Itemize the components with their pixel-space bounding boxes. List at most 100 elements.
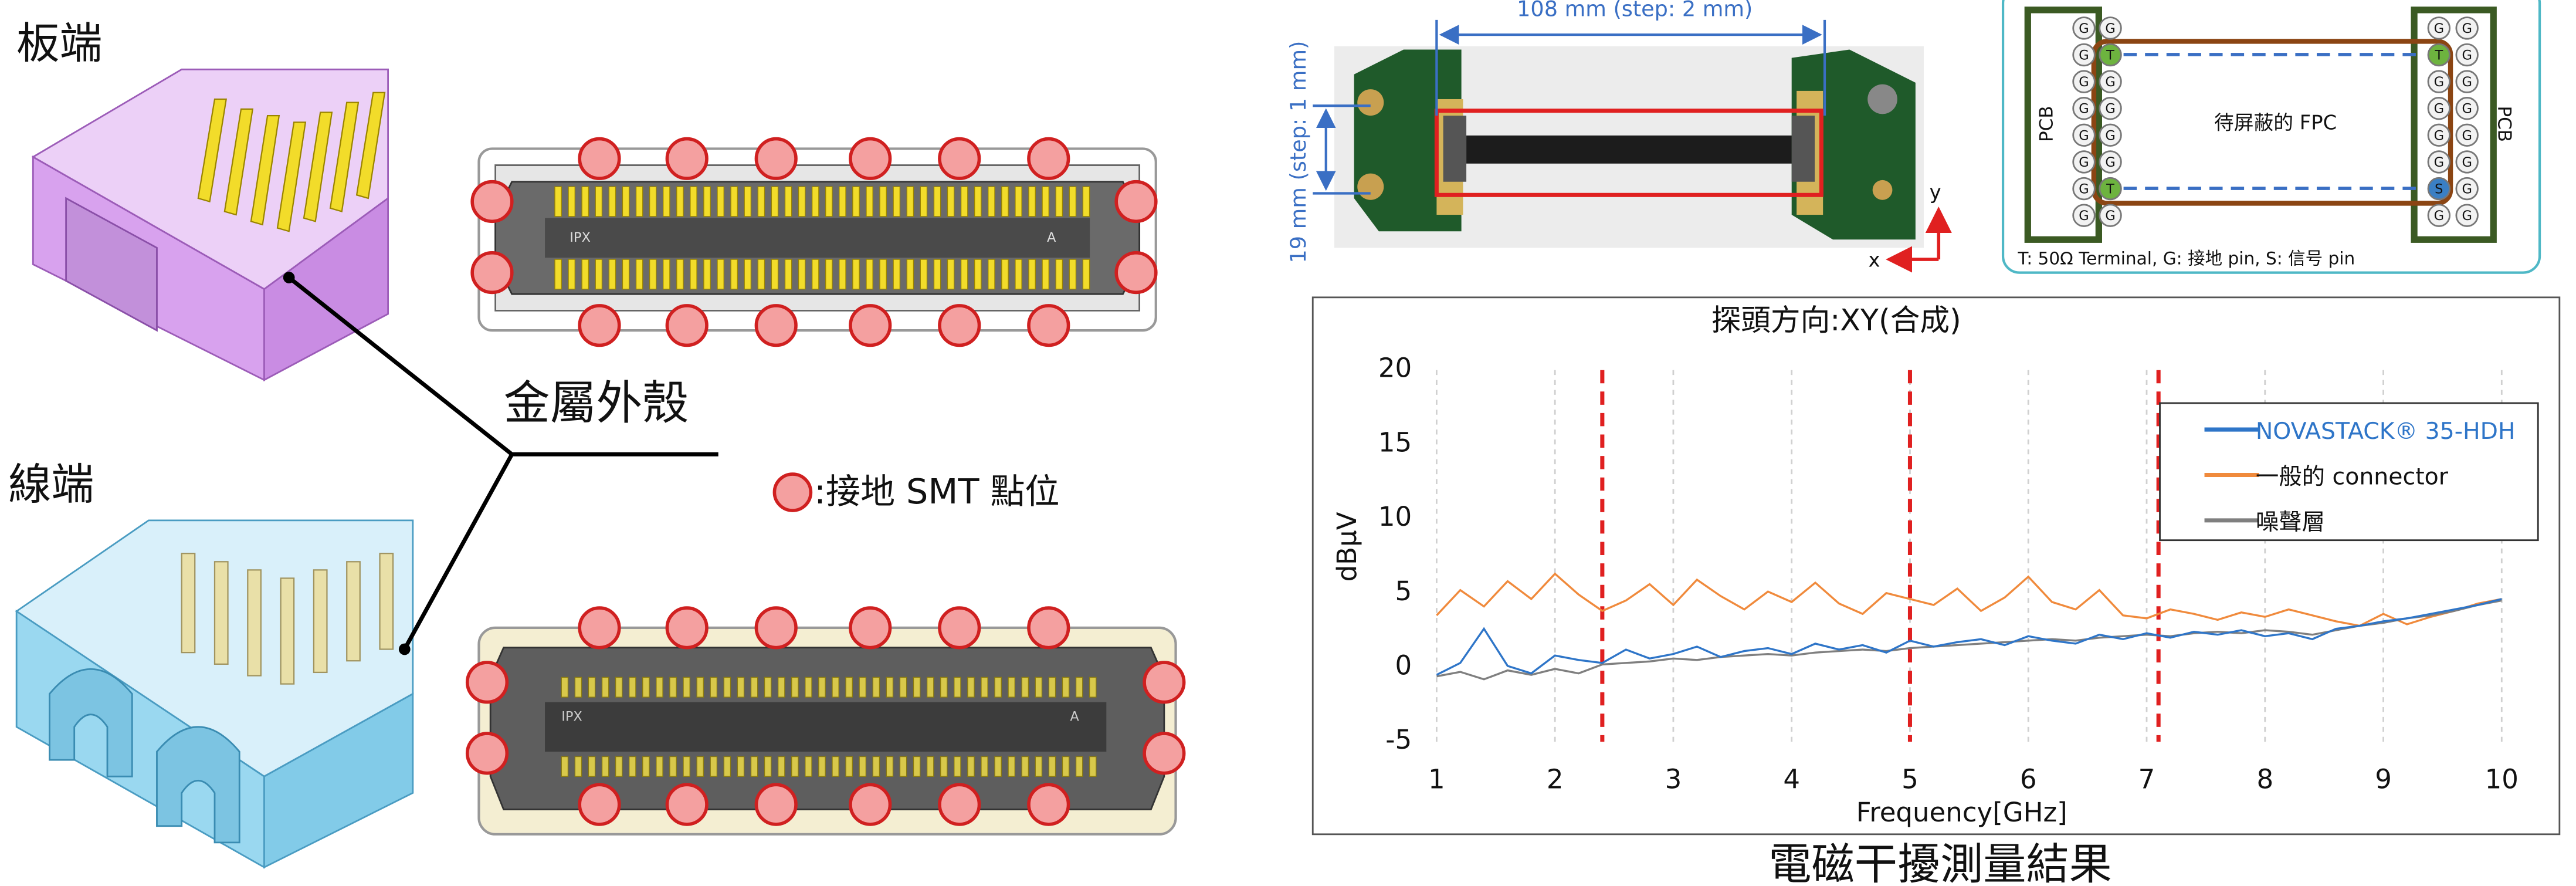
contact-pin	[649, 259, 657, 290]
ground-point	[1114, 180, 1158, 224]
contact-pin	[784, 186, 792, 217]
contact-pin	[839, 259, 846, 290]
contact-pin	[777, 756, 785, 777]
contact-pin	[717, 186, 724, 217]
x-tick-label: 8	[2256, 764, 2273, 795]
y-tick-label: 0	[1395, 650, 1412, 681]
pin	[2455, 204, 2479, 227]
contact-pin	[649, 186, 657, 217]
contact-pin	[1075, 756, 1083, 777]
pin-label: G	[2434, 128, 2444, 143]
ground-point	[1114, 251, 1158, 295]
chart-frame	[1311, 296, 2561, 836]
pin	[2072, 204, 2096, 227]
contact-pin	[886, 677, 894, 698]
legend-label: NOVASTACK® 35-HDH	[2256, 418, 2516, 445]
contact-pin	[872, 677, 880, 698]
contact-pin	[906, 259, 914, 290]
contact-pin	[1082, 259, 1090, 290]
contact-pin	[1069, 186, 1077, 217]
pin	[2072, 123, 2096, 147]
test-board-photo	[1313, 19, 1952, 273]
ground-point	[470, 180, 514, 224]
contact-pin	[608, 259, 616, 290]
contact-pin	[967, 756, 975, 777]
board-connector-illustration	[31, 68, 389, 381]
connector-pin1-mark: A	[1070, 709, 1079, 724]
legend-box	[2159, 402, 2539, 542]
contact-pin	[1021, 756, 1029, 777]
contact-pin	[635, 259, 643, 290]
axis-x-label: x	[1868, 248, 1880, 271]
pin-label: G	[2079, 155, 2089, 170]
pin	[2099, 16, 2122, 40]
contact-pin	[628, 677, 636, 698]
contact-pin	[764, 756, 772, 777]
contact-pin	[568, 259, 576, 290]
ground-point	[849, 783, 892, 826]
contact-pin	[811, 186, 819, 217]
pin-label: G	[2434, 21, 2444, 36]
contact-pin	[723, 677, 731, 698]
pin-label: G	[2079, 48, 2089, 63]
chart: 探頭方向:XY(合成) Frequency[GHz] dBµV 1 2 3 4 5 6 7 8 9 10…	[1331, 303, 2539, 828]
contact-pin	[601, 756, 609, 777]
x-axis-label: Frequency[GHz]	[1856, 797, 2067, 828]
contact-pin	[710, 756, 718, 777]
contact-pin	[744, 186, 752, 217]
y-tick-label: -5	[1385, 724, 1412, 755]
board-end-label: 板端	[16, 19, 102, 69]
contact-pin	[642, 756, 650, 777]
y-tick-label: 5	[1395, 576, 1412, 607]
pin-label: G	[2079, 128, 2089, 143]
contact-pin	[723, 756, 731, 777]
contact-pin	[845, 756, 853, 777]
contact-pin	[690, 186, 697, 217]
contact-pin	[967, 677, 975, 698]
contact-pin	[893, 186, 901, 217]
contact-pin	[920, 186, 928, 217]
ground-point	[465, 661, 509, 704]
pin-label: G	[2105, 155, 2115, 170]
pin	[2455, 97, 2479, 120]
contact-pin	[757, 259, 765, 290]
ground-point	[578, 783, 621, 826]
contact-pin	[818, 677, 826, 698]
legend-label: 一般的 connector	[2256, 464, 2449, 491]
connector-pin1-mark: A	[1047, 230, 1056, 245]
contact-pin	[933, 186, 941, 217]
pin-label: G	[2462, 48, 2472, 63]
contact-pin	[866, 259, 873, 290]
contact-pin	[960, 259, 968, 290]
pin-label: G	[2434, 155, 2444, 170]
contact-pin	[1048, 756, 1056, 777]
contact-pin	[730, 186, 738, 217]
contact-pin	[744, 259, 752, 290]
contact-pin	[764, 677, 772, 698]
pin	[2072, 177, 2096, 201]
contact-pin	[798, 186, 806, 217]
contact-pin	[737, 677, 745, 698]
leader-dot	[283, 272, 295, 283]
pin-label: G	[2105, 208, 2115, 224]
pin	[2455, 150, 2479, 174]
contact-pin	[1075, 677, 1083, 698]
ground-point	[1143, 732, 1186, 775]
ground-point	[1027, 783, 1070, 826]
contact-pin	[879, 259, 887, 290]
contact-pin	[866, 186, 873, 217]
contact-pin	[879, 186, 887, 217]
pin	[2099, 150, 2122, 174]
contact-pin	[683, 677, 690, 698]
fpc-label: 待屏蔽的 FPC	[2214, 111, 2337, 134]
pin	[2455, 177, 2479, 201]
pin	[2427, 123, 2451, 147]
contact-pin	[696, 756, 704, 777]
contact-pin	[1062, 677, 1070, 698]
contact-pin	[1042, 186, 1050, 217]
connector-mark: IPX	[561, 709, 582, 724]
contact-pin	[1035, 677, 1043, 698]
contact-pin	[615, 677, 623, 698]
contact-pin	[906, 186, 914, 217]
contact-pin	[777, 677, 785, 698]
